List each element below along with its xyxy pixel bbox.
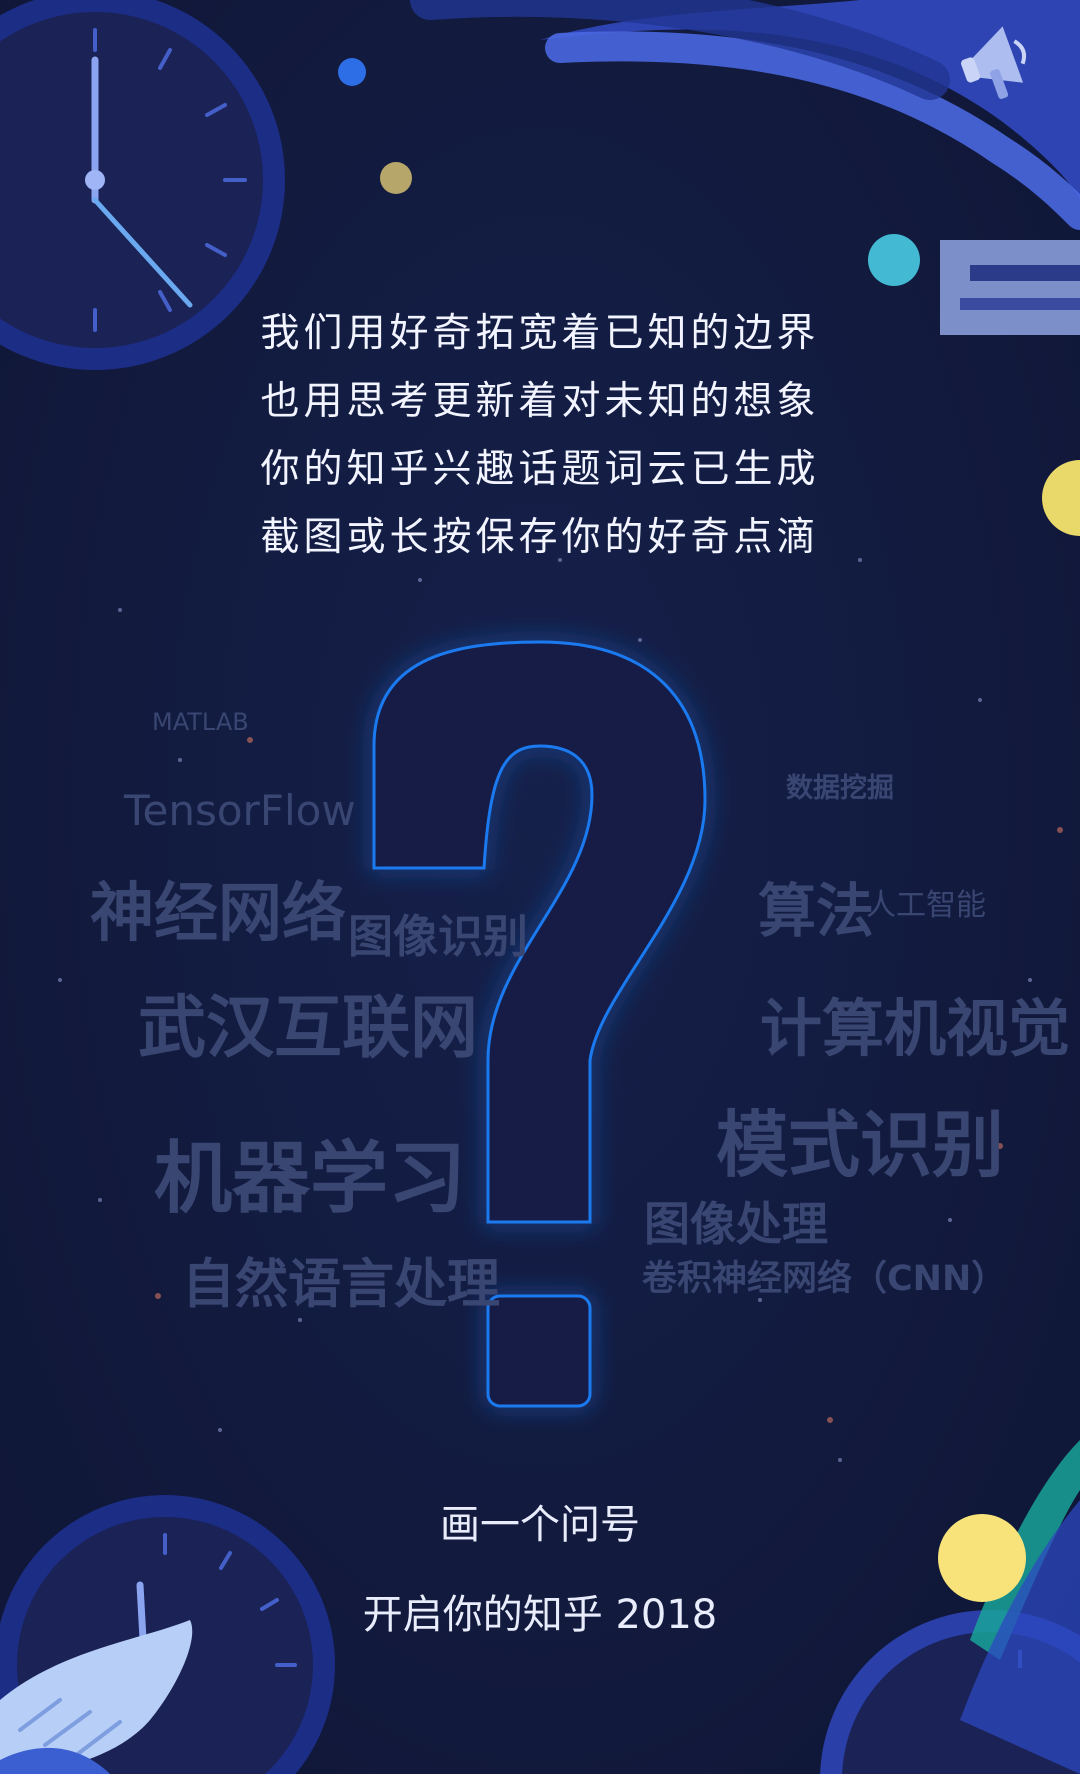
star-specks-warm xyxy=(155,737,1063,1423)
cloud-word: 模式识别 xyxy=(716,1103,1005,1187)
cloud-word: 计算机视觉 xyxy=(760,992,1071,1065)
swoosh-bottom-blue xyxy=(960,1500,1080,1774)
cloud-word: 机器学习 xyxy=(154,1134,467,1224)
intro-line: 我们用好奇拓宽着已知的边界 xyxy=(260,311,820,356)
clock-icon xyxy=(0,0,285,370)
cloud-word: 算法 xyxy=(758,877,875,945)
cloud-word: 图像处理 xyxy=(644,1197,828,1251)
cloud-word: 图像识别 xyxy=(348,910,529,963)
star-specks xyxy=(58,558,1032,1462)
cloud-word: 卷积神经网络（CNN） xyxy=(642,1259,1007,1299)
cloud-word: 自然语言处理 xyxy=(182,1254,500,1315)
intro-line: 也用思考更新着对未知的想象 xyxy=(260,379,820,424)
screen-bar-icon xyxy=(940,240,1080,335)
cloud-word: 武汉互联网 xyxy=(138,989,479,1068)
cloud-word: 人工智能 xyxy=(866,888,986,923)
cloud-word: 数据挖掘 xyxy=(786,773,894,804)
moon-icon-right xyxy=(1042,460,1080,536)
cloud-word: MATLAB xyxy=(152,708,249,736)
swoosh-top-band xyxy=(410,0,950,100)
intro-line: 你的知乎兴趣话题词云已生成 xyxy=(260,447,820,492)
footer-year-line: 开启你的知乎 2018 xyxy=(362,1592,718,1638)
swoosh-top xyxy=(540,0,1080,200)
moon-icon xyxy=(938,1514,1026,1602)
intro-line: 截图或长按保存你的好奇点滴 xyxy=(260,515,820,560)
cloud-word: 神经网络 xyxy=(90,877,346,951)
planet-cyan xyxy=(868,234,920,286)
swoosh-top-inner xyxy=(545,31,1080,230)
megaphone-icon xyxy=(961,26,1027,99)
question-mark-icon xyxy=(372,640,707,1408)
hand-icon xyxy=(0,1620,193,1774)
cloud-word: TensorFlow xyxy=(124,786,356,835)
planet-gold xyxy=(380,162,412,194)
planet-blue xyxy=(338,58,366,86)
footer-tagline: 画一个问号 xyxy=(440,1502,640,1548)
